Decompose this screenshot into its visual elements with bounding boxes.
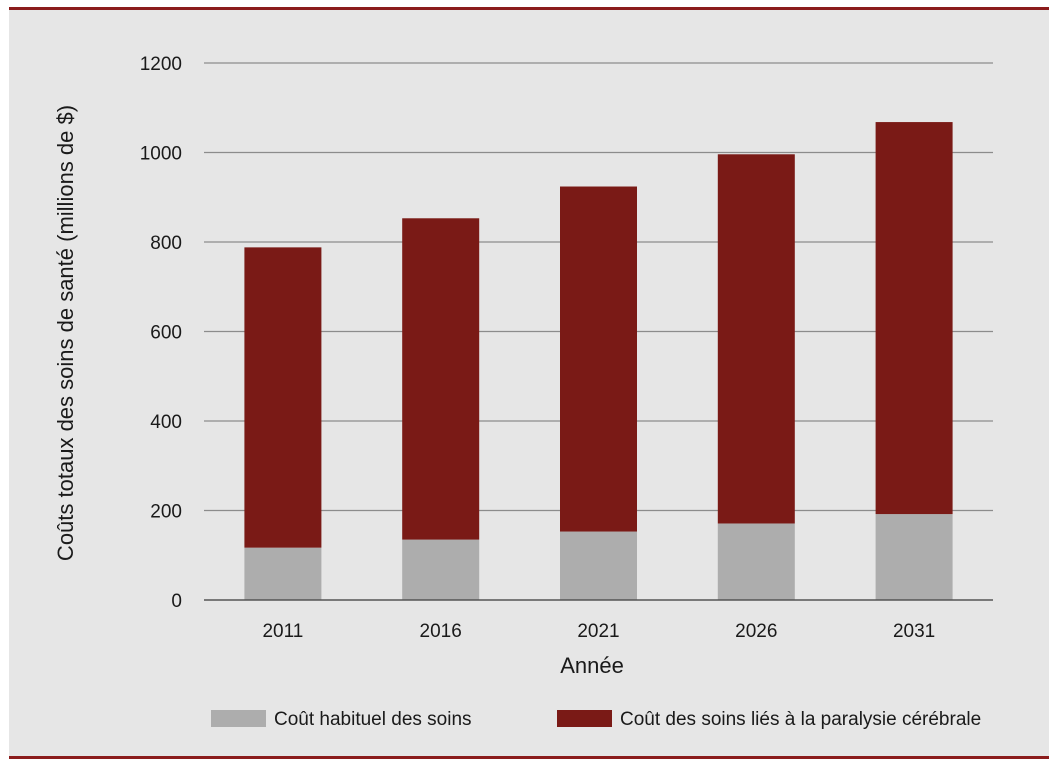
x-tick-label: 2026 [735, 621, 777, 642]
y-axis-title: Coûts totaux des soins de santé (million… [53, 105, 78, 561]
y-tick-label: 200 [150, 502, 182, 523]
x-axis-title: Année [560, 653, 624, 678]
legend-label: Coût habituel des soins [274, 709, 472, 730]
y-tick-label: 400 [150, 412, 182, 433]
bar-segment-usual-care-2031 [875, 514, 953, 600]
legend-swatch [211, 710, 266, 727]
x-tick-label: 2011 [262, 621, 303, 642]
x-tick-label: 2031 [893, 621, 935, 642]
bar-segment-usual-care-2011 [244, 547, 322, 600]
bar-segment-usual-care-2016 [402, 539, 480, 600]
legend: Coût habituel des soins Coût des soins li… [211, 709, 981, 730]
x-axis-ticks: 2011 2016 2021 2026 2031 [262, 621, 935, 642]
x-tick-label: 2016 [420, 621, 462, 642]
bar-segment-cerebral-palsy-2016 [402, 218, 480, 540]
y-tick-label: 1000 [140, 144, 182, 165]
y-tick-label: 800 [150, 233, 182, 254]
x-tick-label: 2021 [577, 621, 619, 642]
bar-segment-cerebral-palsy-2021 [560, 186, 637, 532]
bar-segment-cerebral-palsy-2026 [717, 154, 795, 524]
bar-segment-usual-care-2026 [717, 523, 795, 600]
legend-label: Coût des soins liés à la paralysie céréb… [620, 709, 981, 730]
bar-segment-cerebral-palsy-2011 [244, 247, 322, 548]
y-tick-label: 1200 [140, 54, 182, 75]
bar-segment-usual-care-2021 [560, 531, 637, 600]
bar-segment-cerebral-palsy-2031 [875, 122, 953, 515]
legend-swatch [557, 710, 612, 727]
bars [244, 122, 953, 600]
y-tick-label: 600 [150, 323, 182, 344]
y-axis-ticks: 0 200 400 600 800 1000 1200 [140, 54, 182, 612]
y-tick-label: 0 [171, 591, 182, 612]
